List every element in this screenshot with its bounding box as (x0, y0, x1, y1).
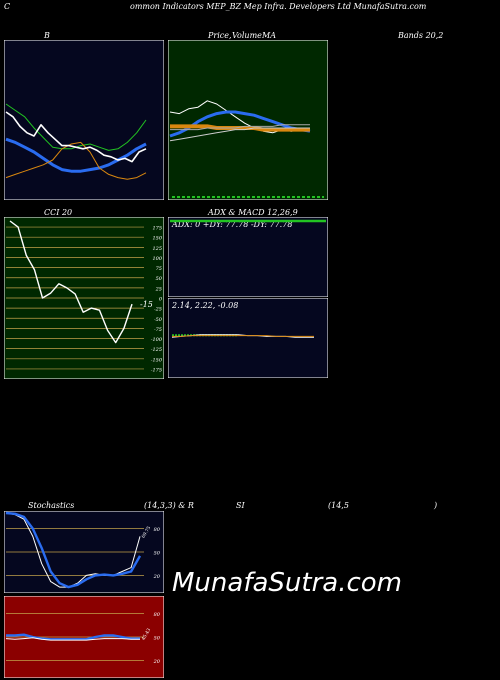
cci-tick-label: -125 (151, 347, 162, 353)
stochastic-d-line (5, 511, 142, 589)
stochastic-tick-label: 80 (154, 527, 161, 533)
label-rsi-params: (14,5 (328, 501, 349, 510)
watermark: MunafaSutra.com (172, 568, 403, 598)
price-ma-ma_white_a-line (169, 127, 310, 142)
stochastic-last-value: 69.75 (141, 525, 153, 539)
cci-tick-label: -100 (151, 337, 163, 343)
adx-chart: ADX: 0 +DY: 77.78 -DY: 77.78 (168, 217, 328, 297)
label-bollinger: B (44, 31, 50, 40)
label-price-ma: Price, (208, 31, 232, 40)
cci-last-value: -15 (140, 300, 153, 309)
bollinger-middle-line (5, 137, 147, 173)
label-rsi-close: ) (434, 501, 438, 510)
label-price-ma-overlap: Volume (232, 31, 262, 40)
rsi-tick-label: 20 (153, 659, 161, 665)
price-ma-ma_white_b-line (170, 124, 310, 131)
bollinger-lower-line (5, 141, 147, 180)
rsi-rsi_w-line (5, 637, 140, 641)
label-rsi-si: SI (236, 501, 245, 510)
header-prefix: C (4, 2, 11, 11)
cci-tick-label: -175 (151, 367, 162, 373)
bollinger-chart (4, 40, 164, 200)
adx-readout: ADX: 0 +DY: 77.78 -DY: 77.78 (171, 220, 292, 229)
label-bands: Bands 20,2 (398, 31, 444, 40)
rsi-chart: 80 50 20 45.43 (4, 596, 164, 678)
label-cci: CCI 20 (44, 208, 73, 217)
price-ma-ma_orange-line (170, 124, 310, 132)
cci-chart: 175 150 125 100 75 50 25 0 -25 -50 -75 -100 -125 -150… (4, 217, 164, 379)
cci-tick-label: 0 (159, 297, 163, 303)
macd-readout: 2.14, 2.22, -0.08 (171, 301, 238, 310)
cci-tick-label: -75 (154, 327, 162, 333)
cci-tick-label: 150 (152, 236, 162, 242)
cci-tick-label: 125 (152, 246, 162, 252)
cci-tick-label: -50 (154, 317, 163, 323)
cci-tick-label: 100 (152, 256, 162, 262)
bollinger-price-line (5, 111, 147, 163)
rsi-tick-label: 50 (154, 636, 161, 642)
cci-tick-label: -25 (154, 307, 162, 313)
label-stochastics: Stochastics (28, 501, 75, 510)
macd-signal-line (172, 335, 314, 337)
label-stoch-params: (14,3,3) & R (144, 501, 194, 510)
cci-tick-label: -150 (151, 357, 163, 363)
stochastic-tick-label: 50 (154, 551, 161, 557)
rsi-tick-label: 80 (154, 612, 161, 618)
page-title: ommon Indicators MEP_BZ Mep Infra. Devel… (130, 2, 427, 11)
cci-tick-label: 50 (156, 276, 163, 282)
stochastic-chart: 80 50 20 69.75 (4, 511, 164, 593)
rsi-rsi-line (6, 633, 140, 641)
stochastic-tick-label: 20 (153, 574, 161, 580)
price-ma-chart (168, 40, 328, 200)
rsi-last-value: 45.43 (141, 627, 153, 641)
cci-line (9, 220, 133, 344)
cci-tick-label: 75 (156, 266, 162, 272)
cci-tick-label: 25 (155, 286, 162, 292)
label-price-ma-suffix: MA (262, 31, 276, 40)
macd-chart: 2.14, 2.22, -0.08 (168, 298, 328, 378)
label-adx-macd: ADX & MACD 12,26,9 (208, 208, 298, 217)
cci-tick-label: 175 (152, 226, 162, 232)
